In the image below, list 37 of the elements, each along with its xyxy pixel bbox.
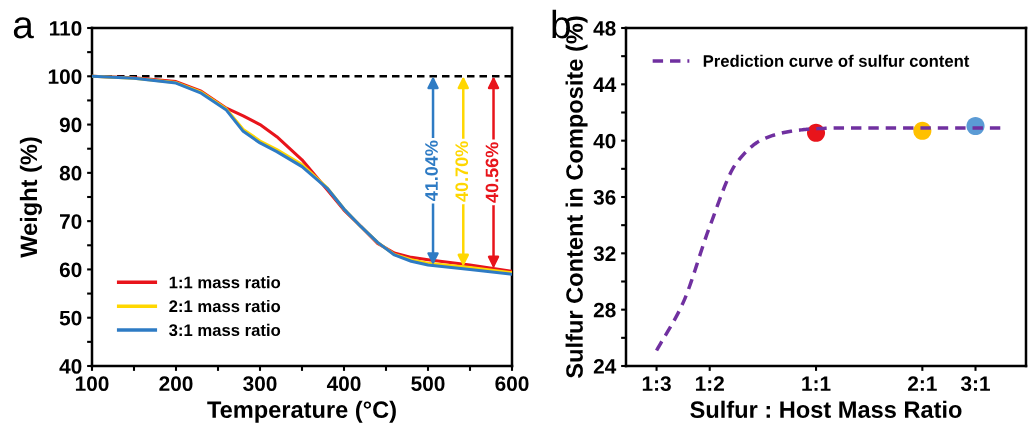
legend-label: 1:1 mass ratio xyxy=(169,276,281,289)
legend-label: 3:1 mass ratio xyxy=(169,323,281,337)
y-tick-label: 100 xyxy=(48,69,82,85)
x-tick-label: 1:1 xyxy=(802,376,831,391)
x-axis-title: Temperature (°C) xyxy=(207,400,396,423)
annotation: 41.04% xyxy=(425,140,438,202)
y-tick-label: 36 xyxy=(593,190,616,205)
y-axis-title: Weight (%) xyxy=(19,137,42,258)
y-tick-label: 90 xyxy=(59,117,82,133)
x-tick-label: 300 xyxy=(243,376,277,392)
x-tick-label: 500 xyxy=(411,376,445,392)
y-tick-label: 28 xyxy=(593,302,616,318)
x-tick-label: 100 xyxy=(75,376,109,392)
y-tick-label: 80 xyxy=(59,165,82,181)
y-tick-label: 50 xyxy=(59,310,82,326)
text: a xyxy=(13,17,34,39)
y-tick-label: 32 xyxy=(593,246,616,262)
x-tick-label: 600 xyxy=(495,376,529,392)
y-tick-label: 24 xyxy=(593,359,617,374)
y-tick-label: 44 xyxy=(593,77,617,92)
y-tick-label: 70 xyxy=(60,214,82,229)
y-tick-label: 48 xyxy=(593,21,616,36)
x-tick-label: 3:1 xyxy=(960,376,990,392)
x-axis-title: Sulfur : Host Mass Ratio xyxy=(690,400,962,419)
x-tick-label: 200 xyxy=(159,376,193,392)
x-tick-label: 1:2 xyxy=(695,376,724,391)
y-tick-label: 40 xyxy=(59,359,82,374)
x-tick-label: 1:3 xyxy=(642,376,671,392)
legend-label: Prediction curve of sulfur content xyxy=(703,54,970,67)
annotation: 40.70% xyxy=(455,141,469,202)
legend-label: 2:1 mass ratio xyxy=(169,299,281,313)
x-tick-label: 2:1 xyxy=(908,376,937,391)
y-tick-label: 40 xyxy=(593,133,616,149)
annotation: 40.56% xyxy=(485,142,499,203)
y-tick-label: 110 xyxy=(49,21,82,36)
y-tick-label: 60 xyxy=(59,262,82,278)
x-tick-label: 400 xyxy=(326,376,361,392)
